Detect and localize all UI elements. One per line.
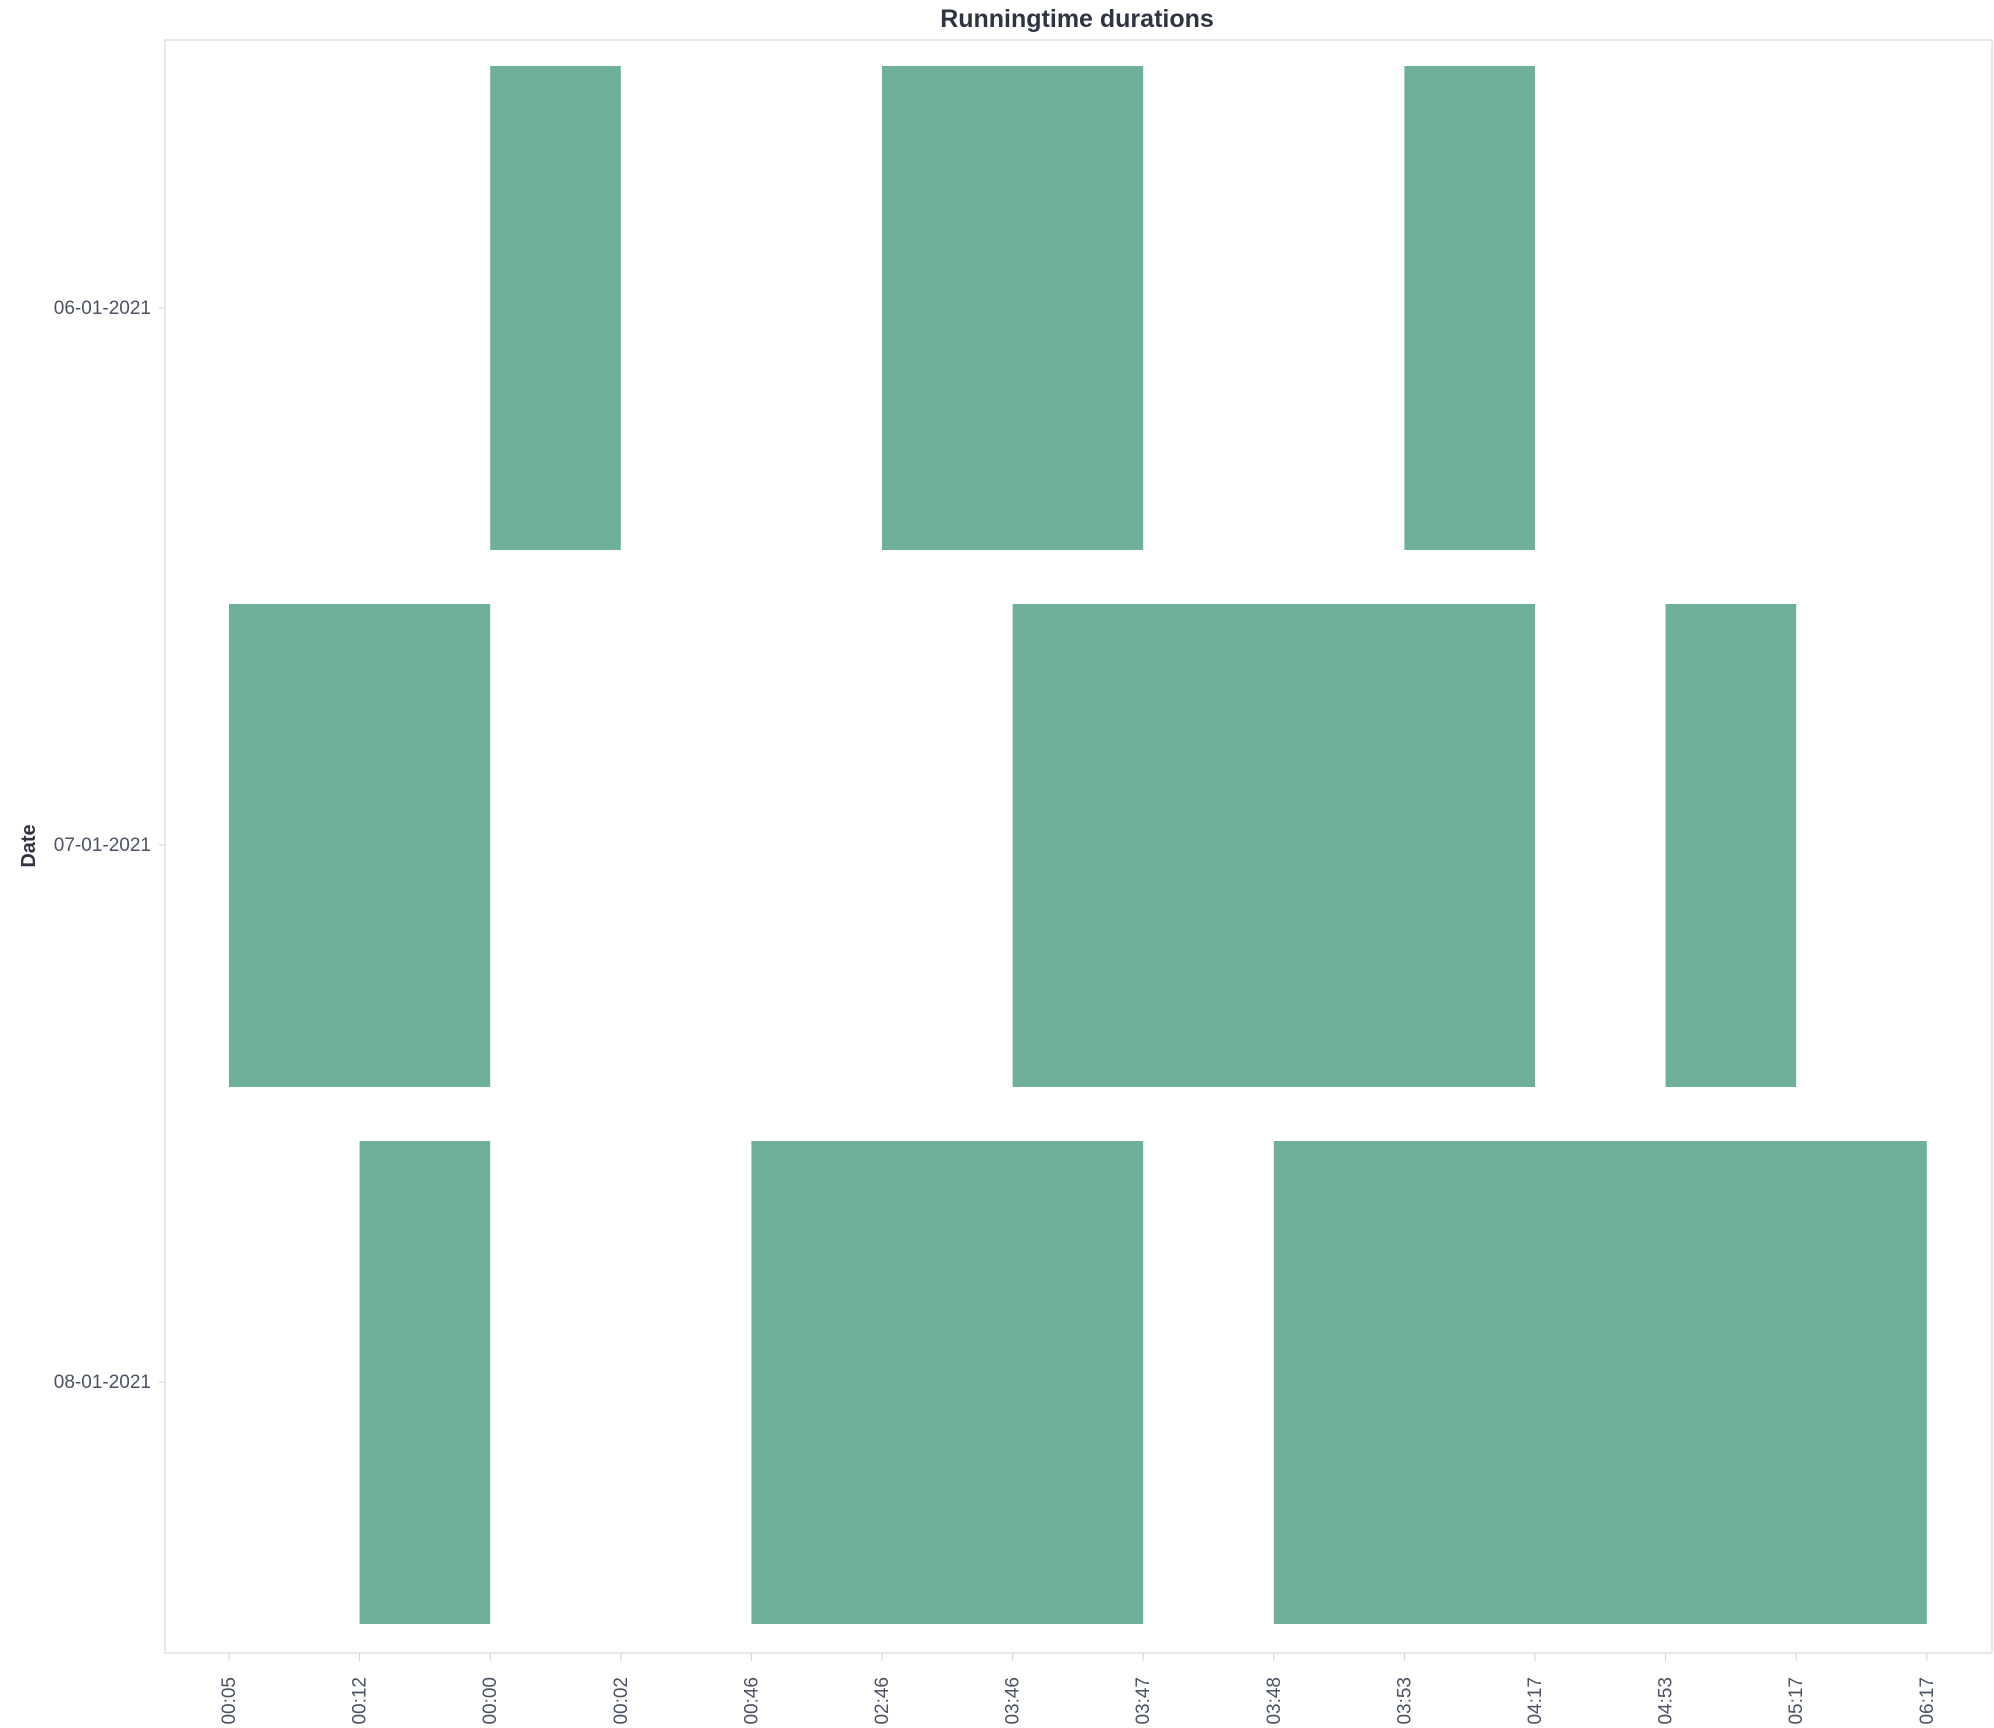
x-tick-label: 03:53 xyxy=(1394,1677,1415,1725)
duration-bar xyxy=(1012,604,1535,1087)
duration-bar xyxy=(751,1141,1144,1624)
y-tick-label: 08-01-2021 xyxy=(54,1372,151,1393)
y-axis-title: Date xyxy=(18,824,40,867)
x-tick-label: 03:48 xyxy=(1264,1677,1285,1725)
x-tick-label: 06:17 xyxy=(1917,1677,1938,1725)
x-tick-label: 04:17 xyxy=(1525,1677,1546,1725)
duration-bar xyxy=(1404,66,1535,550)
x-tick-label: 02:46 xyxy=(872,1677,893,1725)
x-tick-label: 00:12 xyxy=(350,1677,371,1725)
duration-bar xyxy=(229,604,491,1087)
y-tick-label: 07-01-2021 xyxy=(54,835,151,856)
duration-bar xyxy=(882,66,1144,550)
x-tick-label: 00:05 xyxy=(219,1677,240,1725)
chart-title: Runningtime durations xyxy=(940,5,1214,33)
duration-bar xyxy=(1273,1141,1927,1624)
x-tick-label: 00:00 xyxy=(480,1677,501,1725)
duration-bar xyxy=(1665,604,1797,1087)
plot-area xyxy=(164,39,1993,1654)
x-tick-label: 03:47 xyxy=(1133,1677,1154,1725)
x-tick-label: 00:46 xyxy=(741,1677,762,1725)
duration-bar xyxy=(359,1141,491,1624)
x-tick-label: 03:46 xyxy=(1003,1677,1024,1725)
chart-marks: 06-01-2021 07-01-2021 08-01-2021 00:05 00:12… xyxy=(54,66,1938,1725)
duration-bar xyxy=(490,66,621,550)
x-tick-label: 04:53 xyxy=(1656,1677,1677,1725)
y-tick-label: 06-01-2021 xyxy=(54,298,151,319)
x-tick-label: 00:02 xyxy=(611,1677,632,1725)
x-tick-label: 05:17 xyxy=(1786,1677,1807,1725)
